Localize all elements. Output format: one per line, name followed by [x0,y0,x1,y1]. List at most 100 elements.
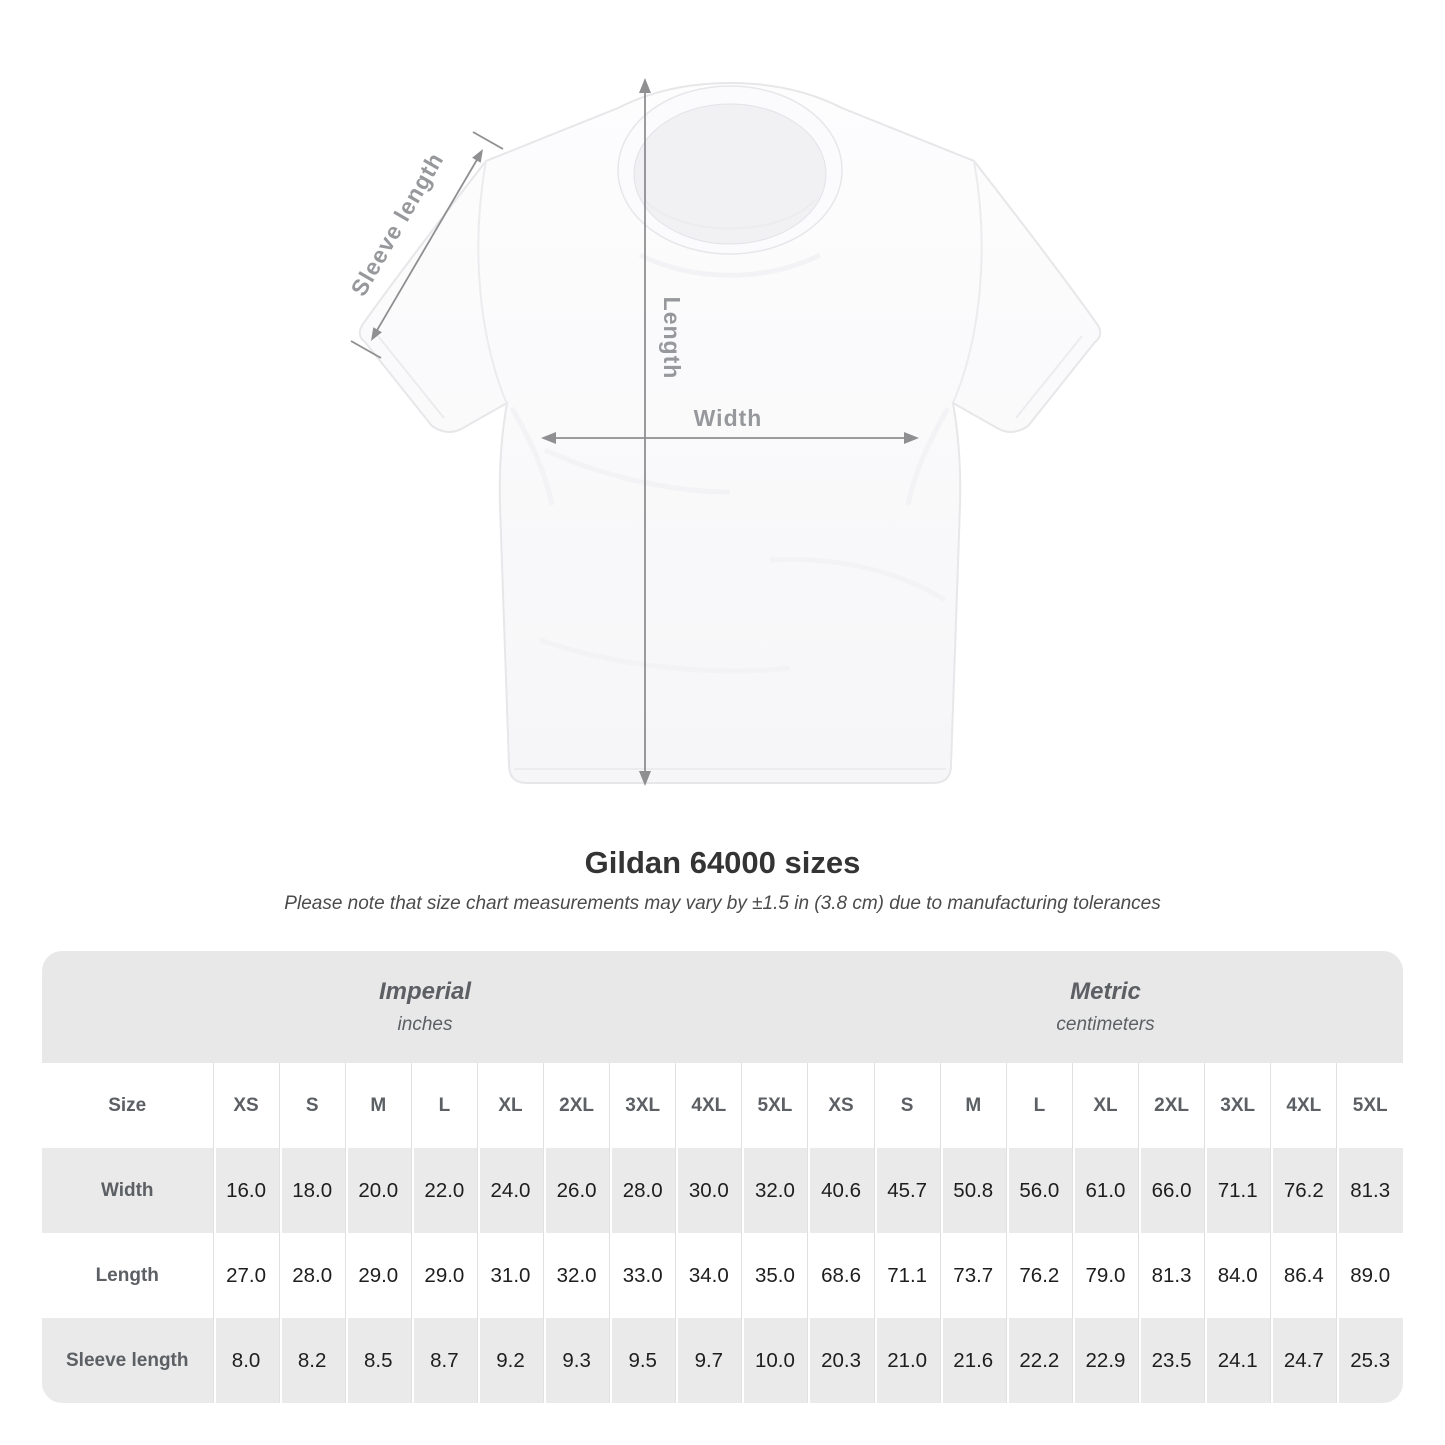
size-col-header: 2XL [543,1063,610,1148]
table-cell: 45.7 [873,1148,941,1233]
table-row-length: Length 27.0 28.0 29.0 29.0 31.0 32.0 33.… [42,1233,1403,1318]
table-cell: 81.3 [1138,1233,1205,1318]
unit-header-imperial: Imperial inches [42,951,808,1063]
size-col-header: 5XL [741,1063,808,1148]
size-col-header: L [410,1063,478,1148]
unit-header-metric: Metric centimeters [807,951,1403,1063]
row-label: Width [42,1148,213,1233]
size-table: Imperial inches Metric centimeters Size … [42,951,1403,1403]
table-cell: 8.2 [278,1318,346,1403]
table-cell: 8.0 [212,1318,280,1403]
table-cell: 34.0 [675,1233,742,1318]
table-cell: 61.0 [1071,1148,1139,1233]
table-cell: 10.0 [741,1318,808,1403]
table-cell: 21.6 [939,1318,1007,1403]
table-cell: 25.3 [1336,1318,1403,1403]
table-cell: 68.6 [807,1233,875,1318]
wrinkle [638,252,822,278]
table-cell: 71.1 [873,1233,941,1318]
table-cell: 40.6 [807,1148,875,1233]
neck-opening [633,103,827,245]
table-cell: 32.0 [543,1233,610,1318]
table-cell: 24.0 [476,1148,544,1233]
table-cell: 30.0 [675,1148,742,1233]
arrow-up-icon [639,78,651,93]
wrinkle [905,406,951,506]
table-cell: 26.0 [543,1148,610,1233]
row-label: Sleeve length [42,1318,213,1403]
size-col-header: 3XL [1204,1063,1271,1148]
table-cell: 33.0 [609,1233,676,1318]
table-cell: 23.5 [1138,1318,1205,1403]
table-cell: 79.0 [1071,1233,1139,1318]
right-sleeve-seam [952,160,983,404]
row-label: Length [42,1233,213,1318]
table-cell: 71.1 [1204,1148,1271,1233]
unit-header-row: Imperial inches Metric centimeters [42,951,1403,1063]
size-col-header: XS [807,1063,875,1148]
size-row-label: Size [42,1063,213,1148]
unit-sublabel: inches [397,1014,453,1035]
sleeve-end-cap-bottom [350,340,382,359]
length-label: Length [659,297,685,380]
table-row-sleeve-length: Sleeve length 8.0 8.2 8.5 8.7 9.2 9.3 9.… [42,1318,1403,1403]
table-cell: 22.0 [410,1148,478,1233]
size-col-header: 2XL [1138,1063,1205,1148]
table-cell: 18.0 [278,1148,346,1233]
table-cell: 29.0 [410,1233,478,1318]
table-cell: 9.7 [675,1318,742,1403]
unit-label: Metric [1070,978,1141,1005]
table-cell: 50.8 [939,1148,1007,1233]
arrow-right-icon [904,432,919,444]
table-row-width: Width 16.0 18.0 20.0 22.0 24.0 26.0 28.0… [42,1148,1403,1233]
table-cell: 76.2 [1270,1148,1337,1233]
sleeve-end-cap-top [472,131,504,150]
tshirt-body [358,81,1102,784]
wrinkle [509,406,555,506]
unit-sublabel: centimeters [1056,1014,1155,1035]
table-cell: 81.3 [1336,1148,1403,1233]
table-cell: 24.7 [1270,1318,1337,1403]
size-col-header: XL [1071,1063,1139,1148]
page-title: Gildan 64000 sizes [584,845,861,880]
arrow-upper-icon [472,149,483,163]
table-cell: 9.2 [476,1318,544,1403]
size-col-header: S [278,1063,346,1148]
table-cell: 86.4 [1270,1233,1337,1318]
size-col-header: M [344,1063,412,1148]
table-cell: 20.3 [807,1318,875,1403]
table-cell: 76.2 [1005,1233,1073,1318]
size-col-header: S [873,1063,941,1148]
table-cell: 21.0 [873,1318,941,1403]
size-col-header: 3XL [609,1063,676,1148]
size-table-container: Imperial inches Metric centimeters Size … [42,951,1403,1403]
table-cell: 31.0 [476,1233,544,1318]
table-cell: 27.0 [212,1233,280,1318]
size-col-header: XL [476,1063,544,1148]
unit-label: Imperial [378,978,472,1005]
right-sleeve-hem-stitch [1015,335,1083,419]
wrinkle [769,556,947,603]
size-col-header: L [1005,1063,1073,1148]
collar-inner-shadow [644,199,816,230]
wrinkle [539,637,791,674]
width-label: Width [694,405,763,431]
arrow-left-icon [541,432,556,444]
size-header-row: Size XS S M L XL 2XL 3XL 4XL 5XL XS S M … [42,1063,1403,1148]
arrow-lower-icon [371,327,382,341]
table-cell: 28.0 [609,1148,676,1233]
size-col-header: 4XL [675,1063,742,1148]
table-cell: 73.7 [939,1233,1007,1318]
table-cell: 22.9 [1071,1318,1139,1403]
size-col-header: XS [212,1063,280,1148]
table-cell: 16.0 [212,1148,280,1233]
left-sleeve-hem-stitch [377,335,445,419]
tshirt-diagram: Length Width Sleeve length [345,78,1102,786]
table-cell: 66.0 [1138,1148,1205,1233]
wrinkle [543,447,731,495]
table-cell: 56.0 [1005,1148,1073,1233]
sleeve-length-arrow-line [375,157,479,333]
size-col-header: 5XL [1336,1063,1403,1148]
table-cell: 8.7 [410,1318,478,1403]
